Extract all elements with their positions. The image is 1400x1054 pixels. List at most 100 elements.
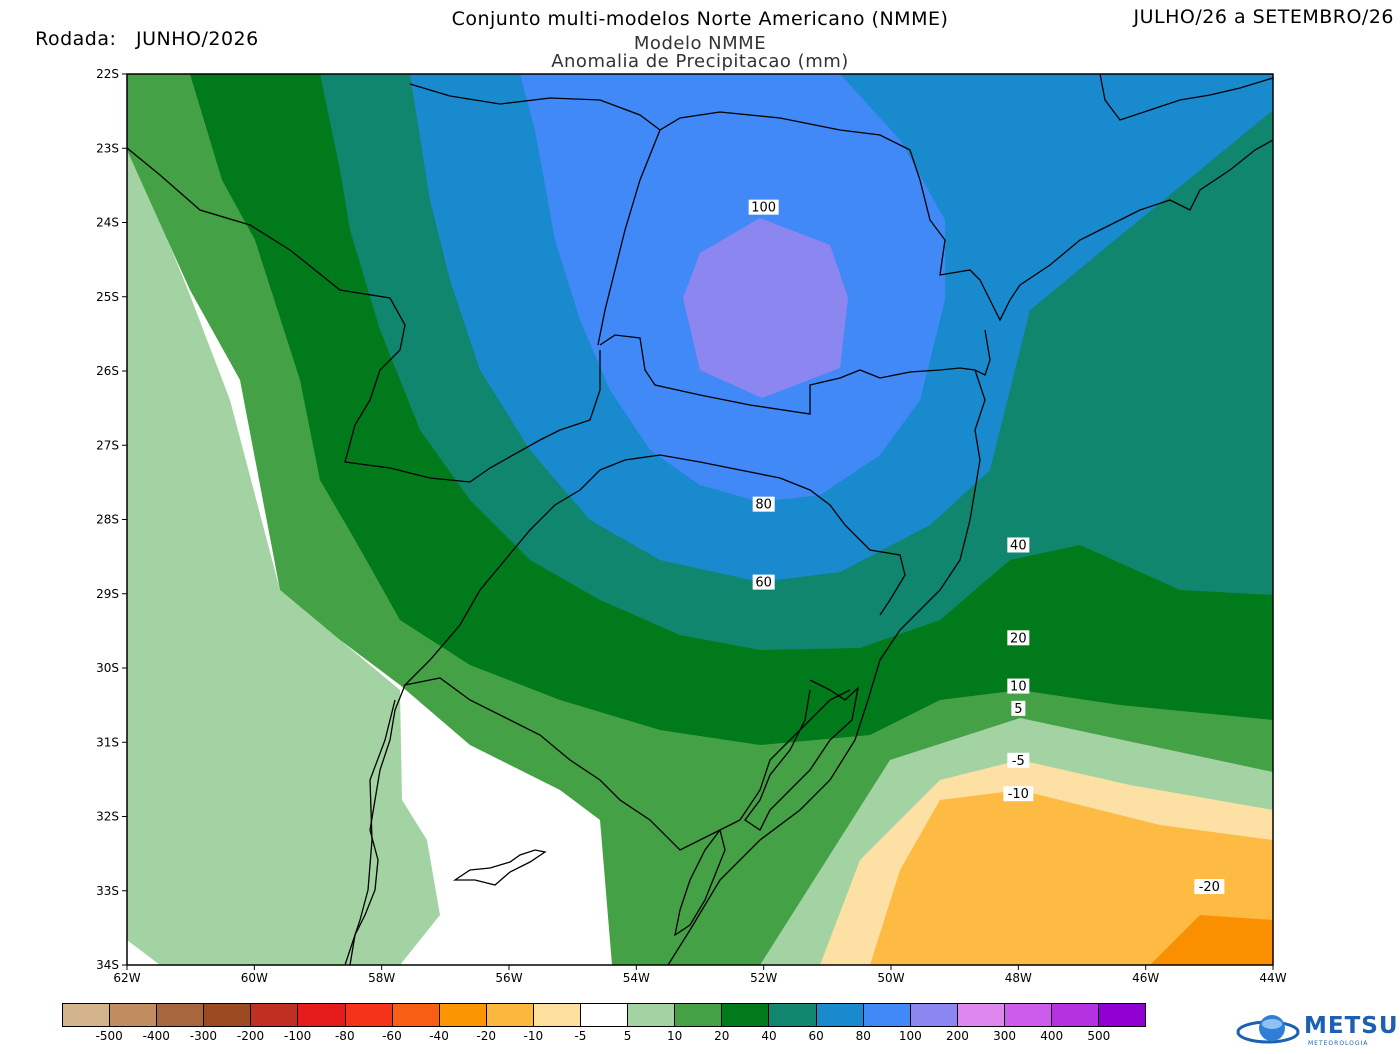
lon-tick-label: 48W	[1005, 971, 1032, 985]
contour-label: 20	[1007, 630, 1030, 646]
model-name: Modelo NMME	[633, 33, 767, 54]
svg-text:60: 60	[755, 576, 772, 591]
colorbar-label: -20	[476, 1029, 496, 1043]
lat-tick-label: 28S	[96, 513, 119, 527]
colorbar-swatch	[769, 1004, 817, 1026]
colorbar-label: 20	[714, 1029, 730, 1043]
colorbar-label: 100	[898, 1029, 922, 1043]
colorbar-swatch	[439, 1004, 487, 1026]
lat-tick-label: 27S	[96, 438, 119, 452]
colorbar-swatch	[816, 1004, 864, 1026]
colorbar-swatch	[251, 1004, 299, 1026]
political-boundaries	[127, 74, 1273, 965]
lat-tick-label: 31S	[96, 735, 119, 749]
contour-label: 60	[752, 574, 775, 591]
globe-icon	[1236, 1015, 1300, 1044]
forecast-period: JULHO/26 a SETEMBRO/26	[1133, 6, 1394, 28]
metsul-logo: METSUL METEOROLOGIA	[1232, 1010, 1400, 1052]
contour-label: 40	[1007, 537, 1030, 553]
lon-tick-label: 52W	[750, 971, 777, 985]
colorbar	[62, 1003, 1146, 1027]
colorbar-label: 5	[623, 1029, 632, 1043]
colorbar-label: 40	[761, 1029, 777, 1043]
colorbar-label: -400	[142, 1029, 170, 1043]
svg-text:5: 5	[1014, 702, 1022, 717]
lat-tick-label: 24S	[96, 216, 119, 230]
band-neg20	[1150, 915, 1273, 965]
lat-tick-label: 29S	[96, 587, 119, 601]
colorbar-swatch	[675, 1004, 723, 1026]
lon-tick-label: 60W	[241, 971, 268, 985]
colorbar-swatch	[581, 1004, 629, 1026]
colorbar-label: -80	[334, 1029, 355, 1043]
svg-text:-20: -20	[1199, 880, 1220, 895]
contour-label: -10	[1003, 786, 1034, 802]
colorbar-swatch	[957, 1004, 1005, 1026]
precipitation-anomaly-map: 22S23S24S25S26S27S28S29S30S31S32S33S34S …	[96, 67, 1287, 985]
colorbar-label: 80	[855, 1029, 871, 1043]
colorbar-label: -500	[95, 1029, 123, 1043]
lat-tick-label: 34S	[96, 958, 119, 972]
colorbar-swatch	[63, 1004, 111, 1026]
latitude-axis: 22S 23S 24S 25S 26S 27S 28S 29S 30S 31S 32S 33S 34S	[96, 67, 127, 972]
lat-tick-label: 30S	[96, 661, 119, 675]
contour-label: 80	[752, 496, 775, 513]
anomaly-fields	[127, 74, 1273, 965]
run-label: Rodada: JUNHO/2026	[35, 28, 259, 50]
contour-label: 5	[1011, 700, 1026, 717]
svg-text:100: 100	[751, 201, 776, 216]
colorbar-label: -5	[574, 1029, 587, 1043]
colorbar-swatch	[392, 1004, 440, 1026]
colorbar-label: -10	[523, 1029, 544, 1043]
svg-text:20: 20	[1010, 631, 1027, 646]
colorbar-swatch	[1099, 1004, 1146, 1026]
colorbar-label: 500	[1087, 1029, 1111, 1043]
svg-text:-5: -5	[1012, 754, 1025, 769]
longitude-axis: 62W 60W 58W 56W 54W 52W 50W 48W 46W 44W	[113, 965, 1287, 985]
logo-name: METSUL	[1304, 1013, 1400, 1039]
contour-label: 10	[1007, 678, 1030, 695]
lon-tick-label: 62W	[113, 971, 140, 985]
map-title: Conjunto multi-modelos Norte Americano (…	[451, 8, 949, 30]
run-month: JUNHO/2026	[136, 28, 259, 50]
lat-tick-label: 33S	[96, 884, 119, 898]
colorbar-label: 400	[1040, 1029, 1064, 1043]
colorbar-label: -40	[429, 1029, 449, 1043]
lat-tick-label: 32S	[96, 810, 119, 824]
colorbar-swatch	[722, 1004, 770, 1026]
lat-tick-label: 26S	[96, 364, 119, 378]
colorbar-swatch	[628, 1004, 676, 1026]
lat-tick-label: 25S	[96, 290, 119, 304]
colorbar-swatch	[533, 1004, 582, 1026]
colorbar-label: -200	[236, 1029, 265, 1043]
svg-text:10: 10	[1010, 680, 1027, 695]
logo-tagline: METEOROLOGIA	[1308, 1040, 1369, 1047]
lat-tick-label: 23S	[96, 141, 119, 155]
svg-text:40: 40	[1010, 538, 1027, 553]
band-100	[683, 218, 848, 398]
colorbar-label: 60	[808, 1029, 824, 1043]
colorbar-swatch	[110, 1004, 158, 1026]
lat-tick-label: 22S	[96, 67, 119, 81]
colorbar-label: -60	[382, 1029, 402, 1043]
colorbar-label: 200	[946, 1029, 969, 1043]
colorbar-swatch	[157, 1004, 205, 1026]
lon-tick-label: 44W	[1259, 971, 1286, 985]
colorbar-swatch	[298, 1004, 346, 1026]
contour-label: -20	[1194, 879, 1225, 895]
variable-name: Anomalia de Precipitacao (mm)	[551, 51, 849, 72]
lon-tick-label: 56W	[495, 971, 522, 985]
lon-tick-label: 46W	[1132, 971, 1159, 985]
contour-label: 100	[748, 199, 779, 216]
lon-tick-label: 50W	[877, 971, 904, 985]
lon-tick-label: 54W	[623, 971, 650, 985]
colorbar-swatch	[204, 1004, 252, 1026]
colorbar-swatch	[345, 1004, 393, 1026]
colorbar-swatch	[863, 1004, 911, 1026]
svg-text:-10: -10	[1008, 787, 1029, 802]
colorbar-label: -100	[284, 1029, 312, 1043]
colorbar-label: -300	[189, 1029, 218, 1043]
colorbar-swatch	[1004, 1004, 1052, 1026]
colorbar-label: 10	[667, 1029, 683, 1043]
contour-labels: 100 80 60 40 20 10 5 -5 -10 -20	[748, 199, 1225, 895]
